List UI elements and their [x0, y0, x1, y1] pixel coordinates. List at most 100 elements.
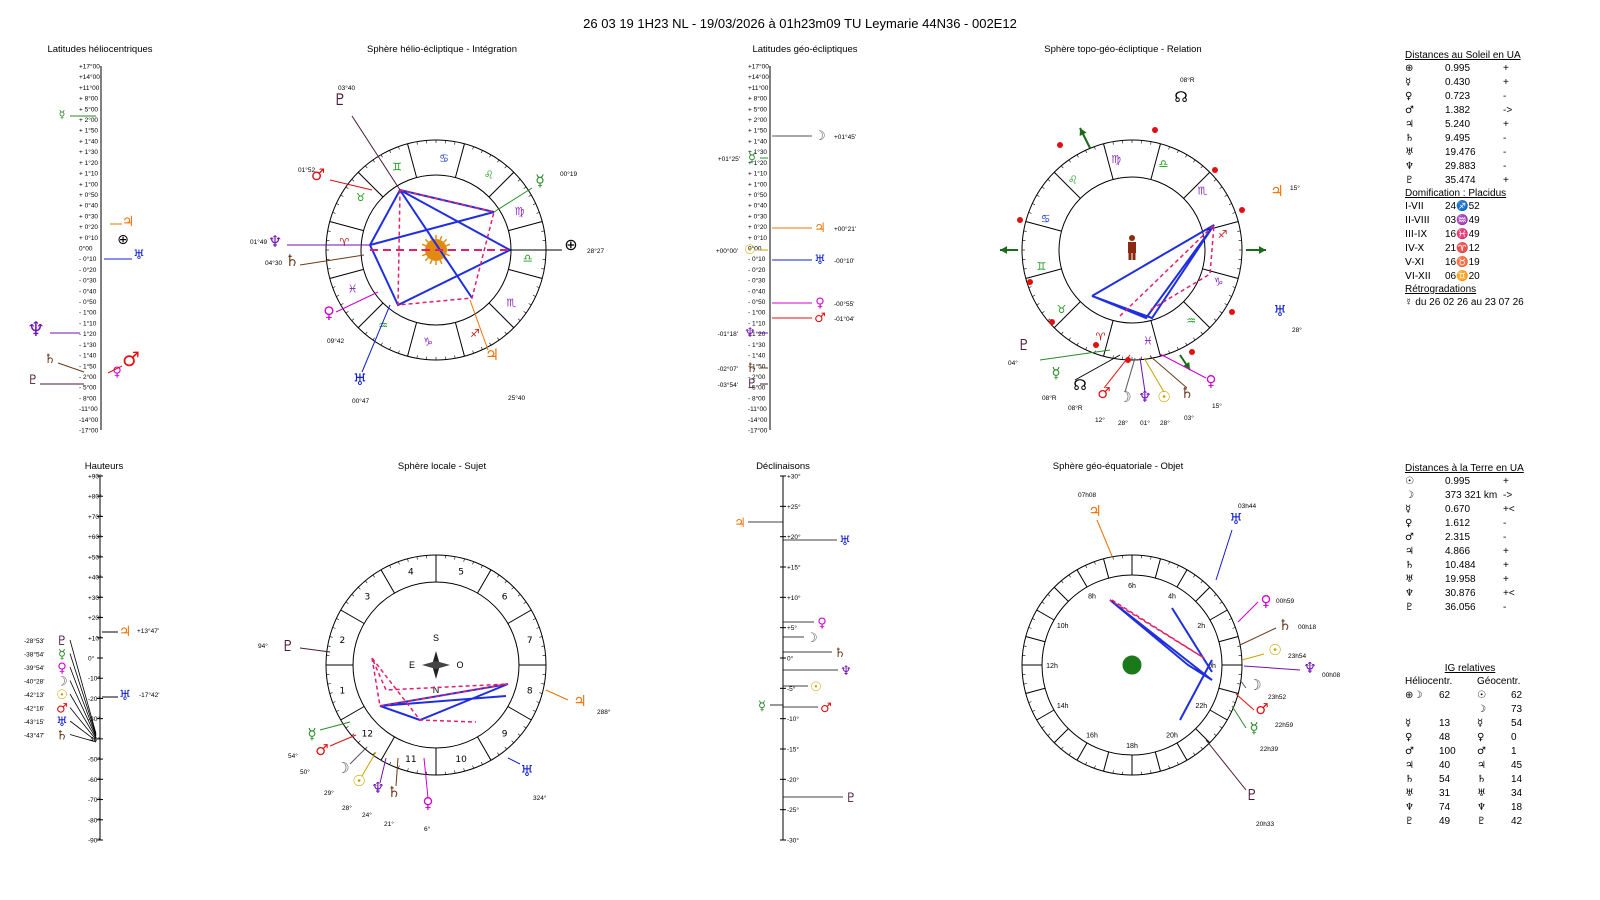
- geo-lat-value: +01°25': [718, 155, 740, 163]
- earth-distance-s: +<: [1503, 504, 1515, 515]
- local-sphere-value: 324°: [533, 794, 547, 802]
- earth-distance-v: 1.612: [1445, 518, 1471, 529]
- topo-sphere-connector: [1159, 353, 1207, 379]
- helio-lat-tick-label: + 0°20: [79, 223, 98, 231]
- decl-tick-label: -15°: [787, 746, 799, 754]
- ig-hg: [1405, 703, 1439, 717]
- geo-lat-value: -00°55': [834, 300, 854, 308]
- geo-lat-planet: ♀: [815, 296, 825, 311]
- topo-sphere-planet: ☿: [1051, 364, 1060, 382]
- equatorial-connector: [1237, 601, 1259, 623]
- heights-tick-label: +50°: [88, 553, 102, 561]
- sun-distance-row: ♇ 35.474 +: [1405, 174, 1595, 188]
- local-sphere-planet: ☉: [352, 772, 365, 790]
- helio-lat-tick-label: - 1°20: [79, 330, 97, 338]
- heights-tick-label: -30°: [88, 715, 100, 723]
- topo-sphere-connector: [1149, 355, 1188, 389]
- equatorial-value: 22h59: [1275, 722, 1293, 729]
- helio-sphere-planet: ♇: [333, 90, 347, 109]
- equatorial-connector: [1231, 705, 1247, 729]
- heights-tick-label: 0°: [88, 655, 95, 663]
- sun-distance-v: 0.723: [1445, 91, 1471, 102]
- topo-sphere-planet: ♅: [1273, 302, 1286, 320]
- heights-planet: ♇: [56, 634, 68, 649]
- decl-planet: ♄: [834, 646, 846, 661]
- ig-gg: ☿: [1477, 718, 1484, 729]
- equatorial-connector: [1215, 529, 1233, 581]
- helio-sphere-connector: [299, 254, 365, 266]
- topo-sphere-wheel: [1021, 139, 1243, 361]
- helio-lat-tick-label: - 1°00: [79, 309, 97, 317]
- helio-zodiac-sign: ♓: [348, 283, 358, 296]
- topo-zodiac-sign: ♊: [1036, 260, 1046, 273]
- ig-gg: ☽: [1477, 704, 1486, 715]
- heights-tick-label: +90°: [88, 473, 102, 481]
- axis-arrow-head: [1079, 128, 1087, 136]
- heights-tick-label: -10°: [88, 675, 100, 683]
- helio-lat-tick-label: - 1°10: [79, 319, 97, 327]
- helio-lat-tick-label: + 1°00: [79, 180, 98, 188]
- ig-row: ♇ 49 ♇ 42: [1405, 815, 1545, 829]
- panel-title-topo-sphere: Sphère topo-géo-écliptique - Relation: [1044, 44, 1202, 55]
- heights-connector: [69, 693, 97, 739]
- hour-label: 16h: [1086, 732, 1098, 739]
- sun-distance-v: 0.995: [1445, 63, 1471, 74]
- earth-distance-s: -: [1503, 532, 1507, 543]
- equatorial-aspect-pink: [1109, 599, 1205, 659]
- ig-row: ☽ 73: [1405, 703, 1545, 717]
- geo-lat-tick-label: + 2°00: [748, 116, 767, 124]
- topo-zodiac-sign: ♒: [1186, 314, 1196, 327]
- equatorial-sphere-wheel: [1021, 554, 1243, 776]
- helio-lat-tick-label: + 1°50: [79, 127, 98, 135]
- helio-lat-tick-label: - 1°50: [79, 362, 97, 370]
- helio-lat-connector: [107, 365, 123, 374]
- hour-label: 10h: [1057, 623, 1069, 630]
- geo-lat-tick-label: -17°00: [748, 427, 768, 435]
- ig-hg: ♃: [1405, 760, 1414, 771]
- sun-ray: [443, 238, 448, 243]
- sun-distance-g: ♃: [1405, 119, 1414, 130]
- earth-distance-g: ♀: [1405, 518, 1413, 529]
- helio-sphere-planet: ♄: [285, 251, 299, 270]
- helio-lat-planet: ☿: [59, 108, 66, 121]
- domification-g: IV-X: [1405, 243, 1425, 254]
- geo-lat-planet: ♆: [744, 326, 756, 341]
- helio-zodiac-sign: ♈: [339, 236, 349, 249]
- heights-tick-label: -60°: [88, 776, 100, 784]
- earth-distance-row: ♄ 10.484 +: [1405, 559, 1595, 573]
- geo-lat-planet: ♂: [814, 311, 826, 326]
- topo-sphere-value: 15°: [1212, 402, 1222, 410]
- ig-gg: ♀: [1477, 732, 1485, 743]
- local-aspect-pink: [371, 657, 509, 723]
- person-icon: [1128, 253, 1132, 260]
- hour-label: 2h: [1197, 623, 1205, 630]
- ig-row: ⊕☽ 62 ☉ 62: [1405, 689, 1545, 703]
- equatorial-planet: ♄: [1278, 616, 1291, 634]
- local-sphere-value: 94°: [258, 642, 268, 650]
- decl-tick-label: +30°: [787, 473, 801, 481]
- panel-title-helio-latitudes: Latitudes héliocentriques: [47, 44, 153, 55]
- equatorial-planet: ☽: [1248, 676, 1261, 694]
- helio-lat-tick-label: - 0°30: [79, 277, 97, 285]
- house-cusp-dot: [1125, 357, 1131, 363]
- earth-distance-row: ♂ 2.315 -: [1405, 531, 1595, 545]
- house-cusp-dot: [1229, 309, 1235, 315]
- equatorial-planet: ♀: [1261, 592, 1272, 610]
- helio-lat-tick-label: + 0°50: [79, 191, 98, 199]
- house-number: 4: [408, 567, 414, 577]
- ig-row: ♄ 54 ♄ 14: [1405, 773, 1545, 787]
- local-sphere-planet: ☽: [336, 759, 349, 777]
- ig-relative-table: IG relatives Héliocentr. Géocentr. ⊕☽ 62 ☉ 6…: [1405, 663, 1545, 829]
- topo-sphere-planet: ☽: [1118, 388, 1131, 406]
- local-sphere-planet: ♄: [387, 783, 400, 801]
- earth-distance-row: ♅ 19.958 +: [1405, 573, 1595, 587]
- domification-g: III-IX: [1405, 229, 1428, 240]
- panel-title-geo-latitudes: Latitudes géo-écliptiques: [752, 44, 858, 55]
- geo-lat-tick-label: + 1°00: [748, 180, 767, 188]
- domification-v: 16♓49: [1445, 229, 1480, 240]
- house-number: 11: [405, 755, 416, 765]
- decl-tick-label: 0°: [787, 655, 794, 663]
- geo-lat-value: -03°54': [718, 381, 738, 389]
- ig-row: ♂ 100 ♂ 1: [1405, 745, 1545, 759]
- helio-lat-planet: ♇: [27, 373, 39, 388]
